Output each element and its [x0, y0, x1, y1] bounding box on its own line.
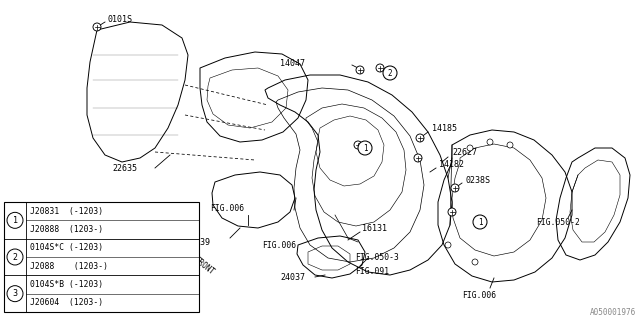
- Text: A050001976: A050001976: [589, 308, 636, 317]
- Text: FIG.006: FIG.006: [210, 204, 244, 212]
- Circle shape: [93, 23, 101, 31]
- Text: J20831  (-1203): J20831 (-1203): [30, 207, 103, 216]
- Text: 3: 3: [146, 213, 150, 222]
- Text: J20604  (1203-): J20604 (1203-): [30, 298, 103, 307]
- Circle shape: [507, 142, 513, 148]
- Text: 2: 2: [13, 252, 17, 261]
- Circle shape: [383, 66, 397, 80]
- Text: FIG.050-3: FIG.050-3: [355, 253, 399, 262]
- Text: 22639: 22639: [185, 237, 210, 246]
- Text: 24037: 24037: [280, 274, 305, 283]
- Text: 0238S: 0238S: [465, 175, 490, 185]
- Text: J20888  (1203-): J20888 (1203-): [30, 225, 103, 234]
- Circle shape: [356, 66, 364, 74]
- Text: 2: 2: [388, 68, 392, 77]
- Circle shape: [141, 211, 155, 225]
- Circle shape: [472, 259, 478, 265]
- Text: 0101S: 0101S: [107, 14, 132, 23]
- Circle shape: [414, 154, 422, 162]
- Circle shape: [7, 249, 23, 265]
- Text: 14047: 14047: [280, 59, 305, 68]
- Text: 1: 1: [363, 143, 367, 153]
- Circle shape: [7, 212, 23, 228]
- Text: FIG.006: FIG.006: [462, 291, 496, 300]
- Text: 14185: 14185: [432, 124, 457, 132]
- Bar: [4, 202, 199, 312]
- Text: FIG.050-2: FIG.050-2: [536, 218, 580, 227]
- Circle shape: [354, 141, 362, 149]
- Text: 3: 3: [13, 289, 17, 298]
- Text: 1: 1: [13, 216, 17, 225]
- Text: FIG.006: FIG.006: [262, 241, 296, 250]
- Circle shape: [467, 145, 473, 151]
- Circle shape: [416, 134, 424, 142]
- Circle shape: [473, 215, 487, 229]
- Text: 1: 1: [477, 218, 483, 227]
- Text: FRONT: FRONT: [192, 255, 216, 277]
- Circle shape: [487, 139, 493, 145]
- Text: 0104S*C (-1203): 0104S*C (-1203): [30, 243, 103, 252]
- Circle shape: [445, 242, 451, 248]
- Circle shape: [7, 286, 23, 302]
- Text: J2088    (1203-): J2088 (1203-): [30, 262, 108, 271]
- Circle shape: [376, 64, 384, 72]
- Text: 0104S*B (-1203): 0104S*B (-1203): [30, 280, 103, 289]
- Text: 16131: 16131: [362, 223, 387, 233]
- Text: FIG.091: FIG.091: [355, 268, 389, 276]
- Circle shape: [448, 208, 456, 216]
- Circle shape: [451, 184, 459, 192]
- Text: 22627: 22627: [452, 148, 477, 156]
- Text: 22635: 22635: [112, 164, 137, 172]
- Circle shape: [358, 141, 372, 155]
- Text: 14182: 14182: [439, 159, 464, 169]
